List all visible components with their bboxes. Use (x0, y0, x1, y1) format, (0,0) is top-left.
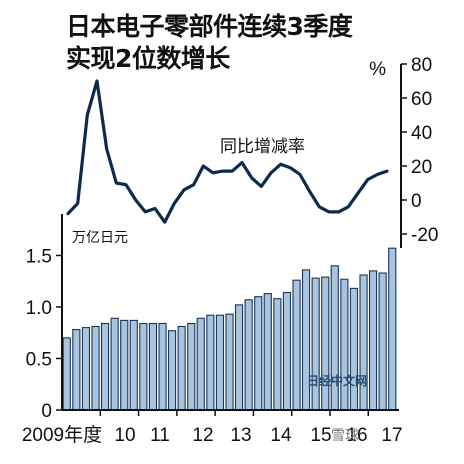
chart-title-line-2: 实现2位数增长 (66, 44, 230, 73)
bar (196, 317, 205, 411)
bar (206, 314, 215, 411)
bar (330, 265, 339, 411)
right-tick-label: 80 (411, 55, 432, 76)
bar (273, 298, 282, 411)
left-tick-label: 1.5 (26, 246, 52, 267)
bar (120, 319, 129, 411)
bar (177, 325, 186, 411)
left-tick-label: 1.0 (26, 298, 52, 319)
bar (282, 291, 292, 411)
x-tick-label: 2009年度 (22, 424, 102, 446)
right-tick-label: 60 (411, 89, 432, 110)
bar (244, 299, 253, 411)
growth-rate-line (66, 79, 389, 224)
bar (72, 329, 81, 411)
right-tick-label: 40 (411, 123, 432, 144)
x-tick-label: 10 (114, 425, 135, 446)
x-tick-label: 14 (270, 425, 292, 446)
bar (100, 322, 110, 411)
right-axis-unit: % (369, 59, 386, 80)
bar (340, 278, 349, 411)
bar (359, 274, 368, 411)
bar (81, 327, 91, 411)
left-tick-label: 0.5 (26, 349, 52, 370)
bar (91, 325, 100, 411)
bar (158, 322, 167, 411)
watermark-label-2: 雪球 (331, 428, 359, 444)
bar (234, 304, 244, 411)
bar (129, 319, 138, 411)
bar (301, 269, 311, 411)
chart-title-line-1: 日本电子零部件连续3季度 (66, 12, 353, 41)
right-tick-label: -20 (411, 225, 438, 246)
bar (110, 317, 119, 411)
watermark-label: 日经中文网 (307, 373, 367, 388)
bar (311, 277, 320, 411)
bar (139, 322, 148, 411)
x-tick-label: 16 (346, 425, 367, 446)
x-tick-label: 13 (230, 425, 251, 446)
bar (148, 322, 158, 411)
bar (62, 337, 71, 411)
bar (388, 247, 397, 411)
right-tick-label: 20 (411, 157, 432, 178)
right-tick-label: 0 (411, 191, 422, 212)
bar (215, 314, 225, 411)
x-tick-label: 15 (310, 425, 331, 446)
series-label: 同比增减率 (220, 137, 305, 157)
x-tick-label: 12 (192, 425, 213, 446)
bar (167, 330, 177, 411)
bar (368, 270, 378, 411)
x-tick-label: 17 (381, 425, 402, 446)
bar (225, 313, 234, 411)
bar (321, 276, 330, 411)
bar (292, 279, 301, 411)
bar (187, 322, 196, 411)
bar (349, 287, 359, 411)
bar (263, 293, 272, 411)
bar-unit-label: 万亿日元 (72, 230, 128, 246)
bar (378, 272, 387, 411)
bar (254, 296, 263, 411)
x-tick-label: 11 (150, 425, 170, 446)
left-tick-label: 0 (41, 401, 52, 422)
